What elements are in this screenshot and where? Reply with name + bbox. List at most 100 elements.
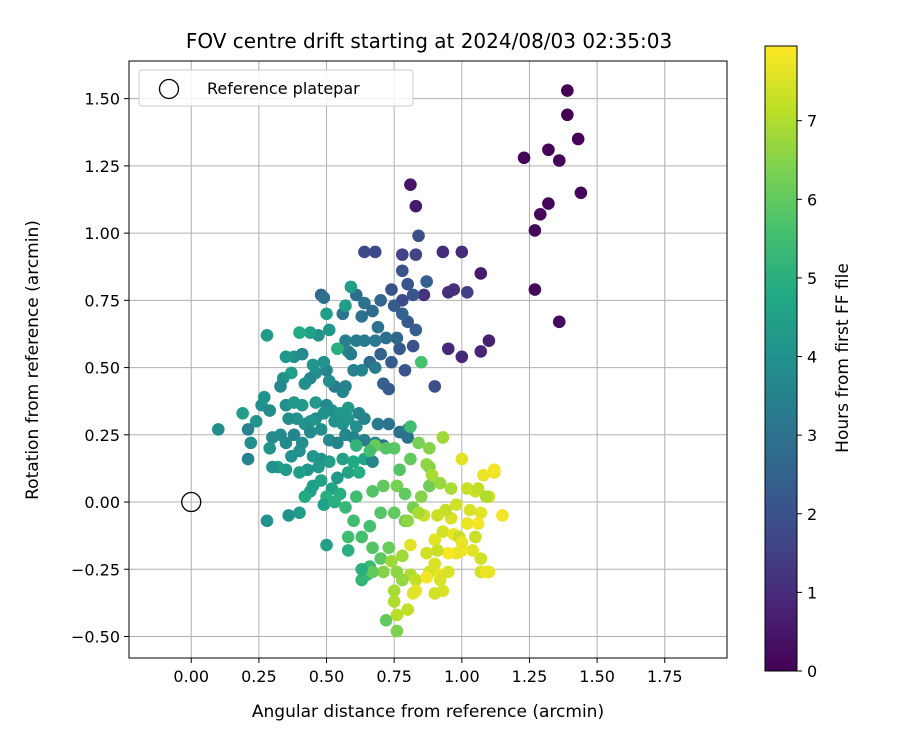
data-point (314, 423, 328, 436)
x-tick-label: 0.25 (241, 667, 277, 686)
data-point (393, 463, 406, 477)
data-point (317, 498, 331, 512)
data-point (474, 345, 488, 358)
data-point (374, 347, 387, 361)
data-point (358, 412, 371, 425)
data-point (371, 417, 385, 431)
data-point (409, 323, 423, 337)
colorbar-tick-label: 7 (807, 112, 817, 131)
x-axis-ticks: 0.00 0.25 0.50 0.75 1.00 1.25 1.50 1.75 (173, 658, 683, 686)
data-point (469, 530, 482, 544)
data-point (322, 323, 336, 337)
data-point (347, 455, 360, 468)
data-point (366, 304, 379, 318)
data-point (444, 482, 458, 495)
data-point (455, 245, 469, 259)
x-tick-label: 1.50 (579, 667, 615, 686)
data-point (423, 441, 436, 455)
data-point (349, 439, 363, 452)
data-point (471, 482, 485, 495)
data-point (571, 132, 585, 146)
data-point (260, 328, 274, 342)
data-point (423, 479, 436, 493)
data-point (436, 525, 450, 538)
data-point (328, 495, 341, 509)
data-point (263, 404, 277, 417)
y-axis-ticks: 1.50 1.25 1.00 0.75 0.50 0.25 0.00 −0.25 −0.50 (71, 90, 129, 646)
data-point (355, 562, 369, 576)
data-point (328, 415, 341, 428)
data-point (390, 331, 404, 345)
data-point (412, 229, 425, 243)
data-point (287, 428, 301, 442)
data-point (366, 541, 379, 555)
data-point (303, 425, 317, 439)
legend-box (138, 69, 414, 107)
data-point (374, 506, 387, 520)
data-point (412, 506, 425, 520)
data-point (295, 398, 309, 412)
data-point (339, 299, 352, 313)
data-point (441, 565, 455, 579)
colorbar-tick-label: 5 (807, 269, 817, 288)
data-point (428, 533, 442, 546)
data-point (561, 84, 574, 97)
data-point (390, 479, 404, 493)
data-point (374, 552, 387, 565)
colorbar (764, 45, 798, 672)
data-point (241, 452, 255, 466)
data-point (436, 245, 450, 259)
data-point (542, 197, 555, 210)
data-point (312, 460, 325, 474)
data-point (420, 275, 433, 288)
data-point (528, 224, 542, 237)
data-point (377, 479, 390, 493)
data-point (366, 455, 379, 468)
data-point (293, 506, 306, 520)
data-point (317, 291, 331, 304)
data-point (339, 334, 352, 347)
data-point (349, 420, 363, 434)
data-point (401, 603, 415, 616)
data-point (517, 151, 531, 165)
data-point (398, 487, 412, 501)
data-point (298, 490, 312, 503)
data-point (393, 342, 406, 356)
data-point (285, 450, 298, 463)
x-tick-label: 0.00 (173, 667, 209, 686)
data-points (211, 84, 588, 638)
data-point (371, 320, 385, 334)
data-point (482, 334, 496, 347)
data-point (293, 326, 306, 339)
data-point (466, 544, 479, 557)
y-tick-label: 0.25 (84, 426, 120, 445)
y-axis-label: Rotation from reference (arcmin) (23, 220, 43, 500)
colorbar-tick-label: 2 (807, 505, 817, 524)
data-point (390, 624, 404, 638)
data-point (344, 347, 358, 361)
data-point (331, 471, 344, 485)
data-point (387, 595, 401, 608)
data-point (339, 501, 352, 514)
y-tick-label: −0.25 (71, 560, 120, 579)
data-point (347, 363, 360, 377)
data-point (368, 361, 382, 374)
data-point (382, 417, 396, 431)
data-point (363, 444, 377, 458)
y-tick-label: 0.00 (84, 493, 120, 512)
data-point (320, 307, 333, 321)
data-point (414, 355, 428, 369)
data-point (379, 614, 393, 627)
data-point (314, 474, 328, 487)
data-point (463, 503, 477, 517)
colorbar-tick-label: 1 (807, 583, 817, 602)
data-point (406, 288, 420, 302)
legend-marker-icon (158, 78, 180, 100)
data-point (382, 541, 396, 555)
data-point (406, 587, 420, 600)
data-point (395, 573, 409, 587)
data-point (447, 283, 461, 296)
data-point (377, 565, 390, 579)
data-point (331, 436, 344, 450)
data-point (425, 468, 439, 482)
